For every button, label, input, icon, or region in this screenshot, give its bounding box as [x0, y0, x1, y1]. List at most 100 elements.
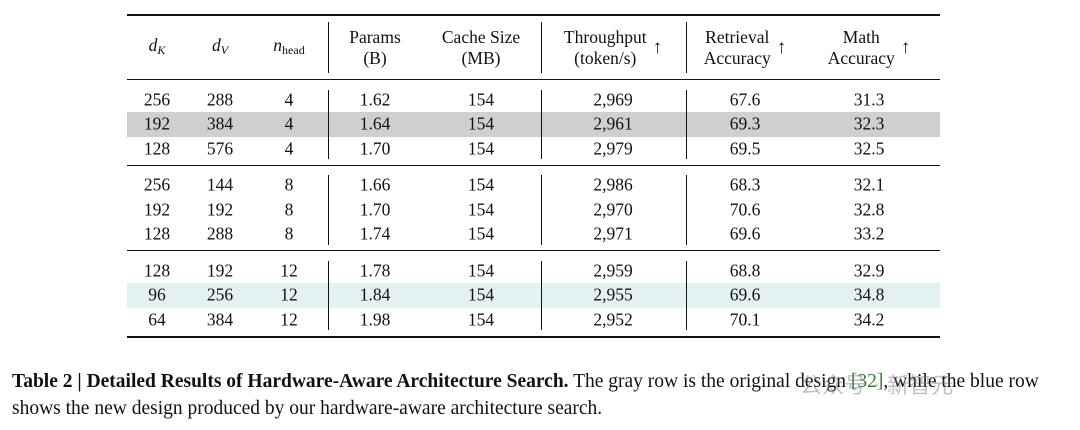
table-cell: 32.8 — [853, 199, 885, 220]
header-cell: dV — [212, 35, 228, 61]
table-cell: 68.8 — [729, 260, 761, 281]
table-cell: 96 — [148, 284, 166, 305]
table-cell: 12 — [280, 260, 298, 281]
table-cell: 256 — [143, 89, 171, 110]
table-cell: 1.98 — [359, 309, 391, 330]
table-cell: 2,952 — [593, 309, 633, 330]
table-cell: 576 — [206, 138, 234, 159]
table-cell: 1.84 — [359, 284, 391, 305]
header-arrow: ↑ — [776, 37, 787, 58]
table-cell: 31.3 — [853, 89, 885, 110]
table-cell: 1.70 — [359, 138, 391, 159]
header-arrow: ↑ — [900, 37, 911, 58]
table-cell: 288 — [206, 223, 234, 244]
header-line: Accuracy — [827, 47, 895, 68]
column-divider — [541, 22, 542, 73]
table-cell: 1.78 — [359, 260, 391, 281]
table-cell: 2,971 — [593, 223, 633, 244]
table-cell: 154 — [467, 284, 495, 305]
table-cell: 192 — [143, 113, 171, 134]
header-line: (token/s) — [574, 47, 637, 68]
caption-text: The gray row is the original design — [573, 371, 847, 392]
table-cell: 192 — [206, 199, 234, 220]
table-cell: 2,959 — [593, 260, 633, 281]
table-cell: 32.1 — [853, 174, 885, 195]
column-divider — [541, 89, 542, 159]
column-divider — [686, 175, 687, 245]
table-cell: 192 — [143, 199, 171, 220]
header-cell: Retrieval Accuracy ↑ — [704, 27, 787, 69]
table-cell: 384 — [206, 113, 234, 134]
header-arrow: ↑ — [652, 37, 663, 58]
table-cell: 1.66 — [359, 174, 391, 195]
header-cell: dK — [149, 35, 166, 61]
table-cell: 128 — [143, 223, 171, 244]
header-line: Params — [349, 26, 401, 47]
header-symbol: n — [273, 34, 283, 55]
table-cell: 8 — [284, 199, 294, 220]
header-cell: Throughput (token/s) ↑ — [564, 27, 662, 69]
table-cell: 2,970 — [593, 199, 633, 220]
table-cell: 34.8 — [853, 284, 885, 305]
table-cell: 33.2 — [853, 223, 885, 244]
rule — [127, 250, 940, 251]
table-cell: 154 — [467, 199, 495, 220]
header-lines: Cache Size (MB) — [442, 27, 520, 69]
table-cell: 34.2 — [853, 309, 885, 330]
header-subscript: head — [282, 42, 305, 57]
table-cell: 154 — [467, 260, 495, 281]
table-cell: 288 — [206, 89, 234, 110]
table-cell: 2,961 — [593, 113, 633, 134]
table-cell: 2,969 — [593, 89, 633, 110]
header-lines: Math Accuracy — [828, 27, 895, 69]
table-cell: 8 — [284, 174, 294, 195]
table-cell: 32.5 — [853, 138, 885, 159]
header-cell: Cache Size (MB) — [442, 27, 520, 69]
table-cell: 1.70 — [359, 199, 391, 220]
table-cell: 144 — [206, 174, 234, 195]
table-cell: 4 — [284, 89, 294, 110]
header-symbol: d — [211, 34, 221, 55]
column-divider — [328, 89, 329, 159]
header-lines: Retrieval Accuracy — [704, 27, 771, 69]
header-line: (B) — [363, 47, 387, 68]
header-lines: Params (B) — [349, 27, 401, 69]
table-cell: 1.64 — [359, 113, 391, 134]
column-divider — [686, 89, 687, 159]
table-cell: 69.5 — [729, 138, 761, 159]
rule — [127, 164, 940, 166]
column-divider — [541, 260, 542, 330]
header-line: Cache Size — [441, 26, 521, 47]
column-divider — [328, 175, 329, 245]
header-line: Throughput — [563, 26, 647, 47]
column-divider — [541, 175, 542, 245]
header-line: (MB) — [461, 47, 501, 68]
table: dK dV nhead Params (B) Cache Size (MB) Throughp… — [127, 14, 940, 338]
header-cell: Params (B) — [349, 27, 401, 69]
table-cell: 154 — [467, 138, 495, 159]
table-cell: 154 — [467, 309, 495, 330]
table-cell: 69.6 — [729, 284, 761, 305]
column-divider — [686, 260, 687, 330]
table-cell: 4 — [284, 113, 294, 134]
column-divider — [328, 260, 329, 330]
header-line: Accuracy — [703, 47, 771, 68]
table-cell: 256 — [206, 284, 234, 305]
table-cell: 64 — [148, 309, 166, 330]
caption-label: Table 2 | — [12, 371, 82, 392]
table-cell: 2,955 — [593, 284, 633, 305]
table-cell: 68.3 — [729, 174, 761, 195]
row-highlight — [127, 283, 940, 308]
header-lines: Throughput (token/s) — [564, 27, 647, 69]
table-cell: 69.6 — [729, 223, 761, 244]
header-subscript: K — [157, 42, 166, 57]
table-cell: 154 — [467, 174, 495, 195]
table-cell: 256 — [143, 174, 171, 195]
caption-bold: Detailed Results of Hardware-Aware Archi… — [86, 371, 569, 392]
table-cell: 128 — [143, 138, 171, 159]
table-cell: 192 — [206, 260, 234, 281]
header-symbol: d — [148, 34, 158, 55]
table-cell: 70.1 — [729, 309, 761, 330]
table-cell: 69.3 — [729, 113, 761, 134]
